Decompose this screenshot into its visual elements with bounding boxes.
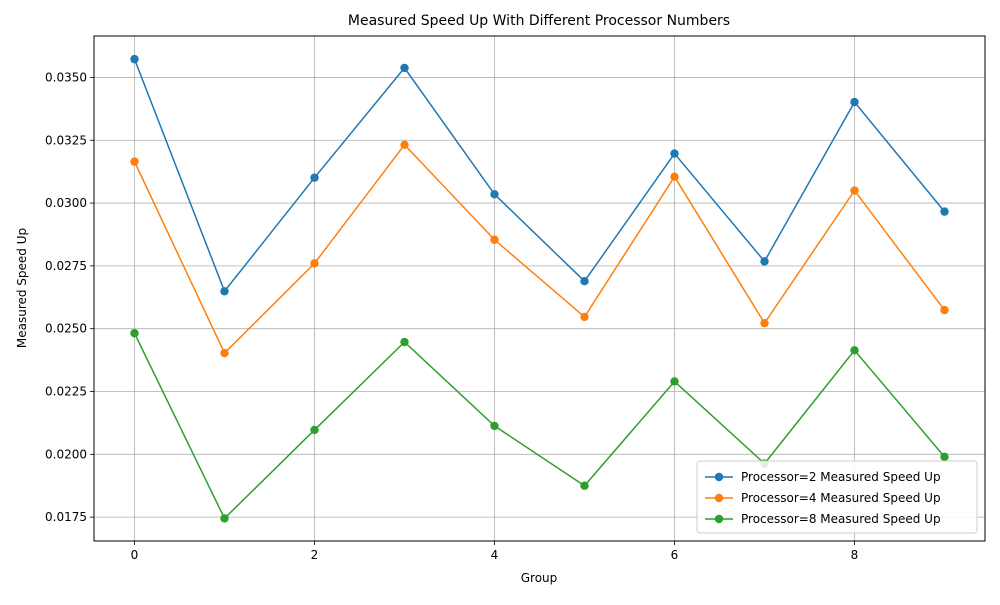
data-point	[400, 337, 409, 347]
data-point	[670, 149, 679, 158]
plot-frame	[93, 35, 986, 542]
data-point	[490, 235, 499, 244]
y-tick-label: 0.0225	[45, 385, 87, 399]
y-tick-label: 0.0200	[45, 447, 87, 461]
series-group	[130, 54, 949, 523]
legend-marker	[714, 493, 724, 503]
data-point	[310, 259, 319, 268]
x-tick-label: 2	[311, 548, 319, 562]
data-point	[130, 54, 139, 64]
data-point	[850, 186, 859, 195]
x-tick-label: 8	[851, 548, 859, 562]
data-point	[760, 318, 769, 328]
data-point	[400, 63, 409, 73]
chart-title: Measured Speed Up With Different Process…	[348, 13, 730, 29]
data-point	[490, 421, 499, 431]
y-tick-label: 0.0300	[45, 196, 87, 210]
legend-box	[696, 460, 978, 534]
grid	[94, 36, 985, 541]
data-point	[580, 481, 589, 490]
legend-label: Processor=2 Measured Speed Up	[741, 470, 941, 484]
data-point	[400, 140, 409, 149]
x-tick-label: 6	[671, 548, 679, 562]
x-tick-label: 0	[131, 548, 139, 562]
data-point	[220, 287, 229, 296]
data-point	[580, 277, 589, 286]
legend-marker	[714, 514, 724, 524]
series-line-3	[133, 332, 946, 520]
data-point	[490, 190, 499, 199]
data-point	[220, 514, 229, 523]
data-point	[850, 346, 859, 355]
x-tick-label: 4	[491, 548, 499, 562]
y-tick-label: 0.0325	[45, 133, 87, 147]
data-point	[940, 207, 949, 216]
ticks: 0 2 4 6 8 0.0175 0.0200 0.0225 0.0250 0.0275 0.030…	[45, 70, 858, 562]
data-point	[580, 312, 589, 322]
legend-label: Processor=8 Measured Speed Up	[741, 512, 941, 526]
data-point	[130, 329, 139, 338]
series-line-2	[133, 143, 946, 355]
data-point	[760, 257, 769, 266]
data-point	[130, 157, 139, 166]
legend-marker	[714, 472, 724, 482]
data-point	[220, 348, 229, 358]
data-point	[310, 173, 319, 182]
y-axis-label: Measured Speed Up	[15, 228, 29, 348]
x-axis-label: Group	[521, 571, 558, 585]
data-point	[670, 377, 679, 386]
y-tick-label: 0.0275	[45, 259, 87, 273]
data-point	[940, 305, 949, 315]
data-point	[850, 97, 859, 107]
data-point	[670, 172, 679, 181]
data-point	[310, 425, 319, 435]
y-tick-label: 0.0250	[45, 322, 87, 336]
legend-label: Processor=4 Measured Speed Up	[741, 491, 941, 505]
legend: Processor=2 Measured Speed Up Processor=4…	[696, 460, 978, 534]
y-tick-label: 0.0350	[45, 70, 87, 84]
data-point	[940, 452, 949, 462]
y-tick-label: 0.0175	[45, 510, 87, 524]
series-line-1	[133, 58, 946, 293]
